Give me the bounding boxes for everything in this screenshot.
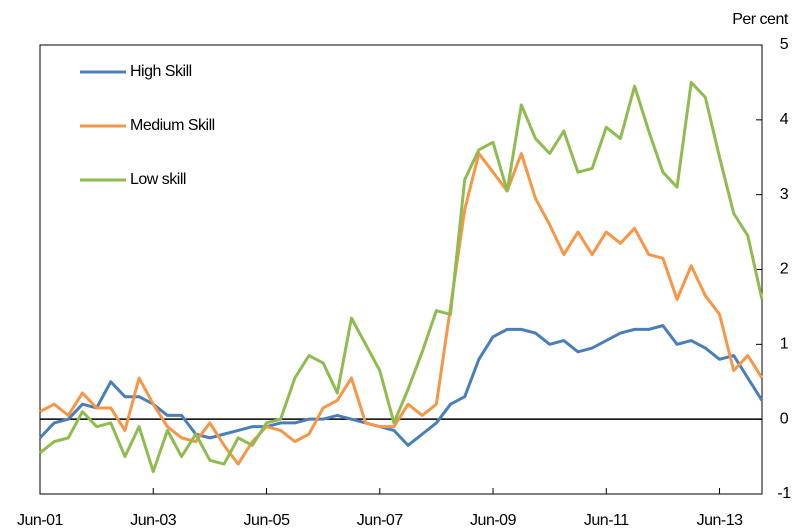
x-tick-label: Jun-13 bbox=[697, 512, 744, 529]
y-tick-label: 2 bbox=[780, 261, 789, 278]
x-tick-label: Jun-09 bbox=[470, 512, 517, 529]
y-tick-label: -1 bbox=[777, 485, 791, 502]
x-tick-label: Jun-03 bbox=[130, 512, 177, 529]
series-line bbox=[39, 152, 764, 466]
y-tick-label: 3 bbox=[780, 186, 789, 203]
y-tick-label: 4 bbox=[780, 111, 789, 128]
series-line bbox=[38, 324, 764, 447]
y-axis-label: Per cent bbox=[732, 11, 789, 28]
y-tick-label: 0 bbox=[780, 410, 789, 427]
legend-label: High Skill bbox=[130, 63, 192, 80]
x-tick-label: Jun-01 bbox=[17, 512, 64, 529]
x-tick-label: Jun-11 bbox=[584, 512, 629, 529]
y-tick-label: 1 bbox=[780, 336, 789, 353]
series-line bbox=[39, 80, 764, 474]
x-tick-label: Jun-05 bbox=[244, 512, 291, 529]
y-tick-label: 5 bbox=[780, 36, 789, 53]
legend-label: Medium Skill bbox=[130, 117, 215, 134]
plot-frame bbox=[39, 44, 763, 495]
x-tick-label: Jun-07 bbox=[357, 512, 404, 529]
legend-label: Low skill bbox=[130, 171, 186, 188]
